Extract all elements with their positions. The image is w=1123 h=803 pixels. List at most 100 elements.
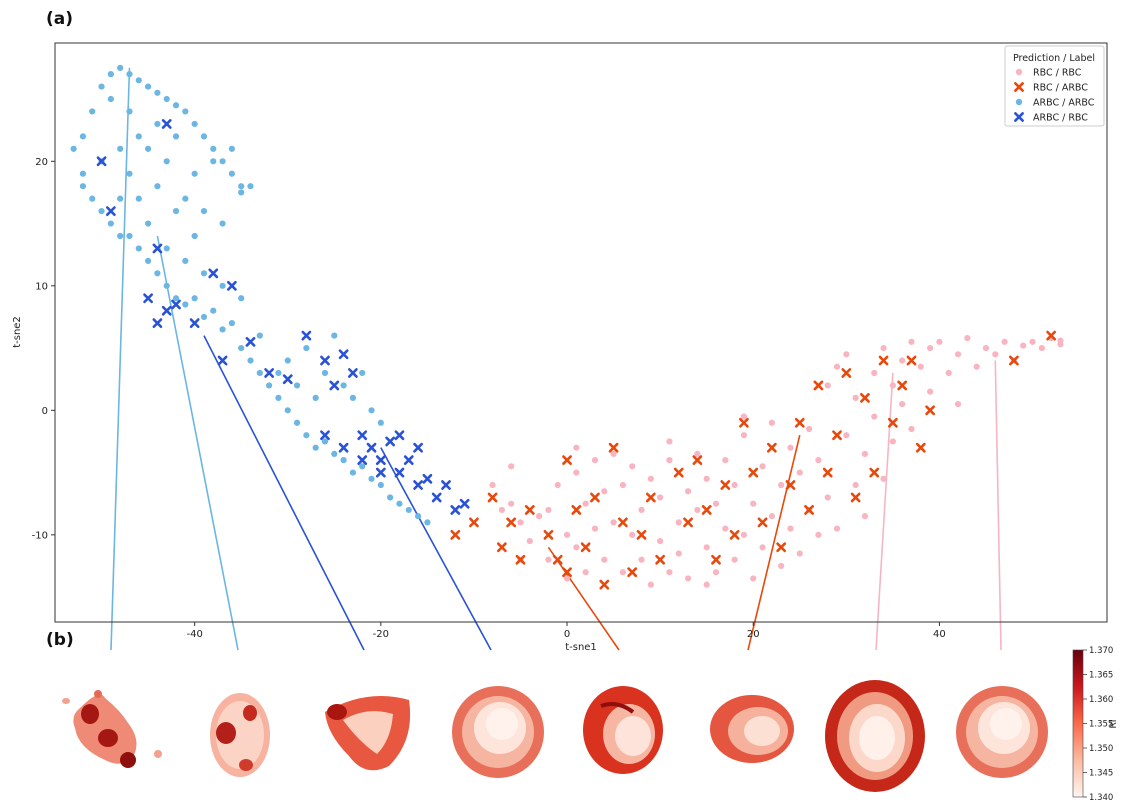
point-arbc-arbc <box>163 158 170 165</box>
point-rbc-arbc <box>1046 330 1057 341</box>
leader-line <box>747 435 801 651</box>
point-rbc-rbc <box>1020 342 1027 349</box>
point-rbc-arbc <box>757 517 768 528</box>
point-arbc-arbc <box>368 475 375 482</box>
point-rbc-arbc <box>785 480 796 490</box>
point-rbc-rbc <box>1029 338 1036 345</box>
legend: Prediction / Label RBC / RBC RBC / ARBC AR… <box>1004 45 1105 127</box>
point-rbc-rbc <box>759 544 766 551</box>
point-arbc-arbc <box>126 170 133 177</box>
y-tick-label: 0 <box>42 406 48 417</box>
point-arbc-arbc <box>238 183 245 190</box>
point-arbc-arbc <box>219 158 226 165</box>
point-rbc-arbc <box>822 467 833 478</box>
point-rbc-rbc <box>601 488 608 495</box>
point-arbc-rbc <box>385 436 396 447</box>
point-arbc-rbc <box>217 355 228 366</box>
point-arbc-rbc <box>459 498 470 509</box>
y-tick-label: 20 <box>35 157 48 168</box>
point-rbc-rbc <box>666 457 673 464</box>
point-rbc-rbc <box>815 457 822 464</box>
point-arbc-arbc <box>79 170 87 177</box>
point-rbc-rbc <box>973 363 980 370</box>
point-rbc-arbc <box>571 505 582 515</box>
point-rbc-rbc <box>889 438 896 445</box>
point-arbc-arbc <box>228 320 235 327</box>
point-arbc-arbc <box>182 301 189 308</box>
point-rbc-rbc <box>675 550 682 557</box>
point-rbc-arbc <box>897 380 908 391</box>
point-rbc-rbc <box>833 363 841 370</box>
point-rbc-rbc <box>601 556 608 563</box>
point-arbc-arbc <box>331 450 338 458</box>
cell-image <box>710 695 794 763</box>
point-rbc-rbc <box>833 525 841 532</box>
point-arbc-arbc <box>98 83 105 90</box>
point-rbc-rbc <box>489 481 496 489</box>
leader-line <box>156 235 239 651</box>
point-rbc-rbc <box>694 506 701 514</box>
colorbar-tick-label: 1.340 <box>1089 793 1113 803</box>
point-rbc-rbc <box>982 344 990 352</box>
point-arbc-arbc <box>377 481 384 489</box>
point-arbc-rbc <box>357 455 368 466</box>
point-rbc-rbc <box>638 506 645 514</box>
point-rbc-arbc <box>552 554 563 565</box>
point-rbc-rbc <box>954 351 962 358</box>
point-rbc-rbc <box>824 494 831 501</box>
point-rbc-arbc <box>804 505 814 515</box>
point-rbc-rbc <box>740 413 748 420</box>
point-arbc-arbc <box>172 102 180 109</box>
point-arbc-arbc <box>70 145 77 152</box>
point-rbc-rbc <box>508 463 515 470</box>
point-rbc-rbc <box>927 388 934 395</box>
point-rbc-rbc <box>545 556 552 563</box>
point-rbc-arbc <box>683 517 693 528</box>
point-rbc-arbc <box>515 554 526 565</box>
point-rbc-rbc <box>545 506 552 514</box>
point-arbc-arbc <box>191 170 198 177</box>
point-arbc-arbc <box>349 394 357 401</box>
point-rbc-arbc <box>915 442 926 453</box>
point-rbc-rbc <box>824 382 831 389</box>
point-arbc-rbc <box>375 467 386 478</box>
point-rbc-rbc <box>815 531 822 538</box>
point-rbc-arbc <box>813 380 824 391</box>
point-arbc-arbc <box>303 344 310 352</box>
point-arbc-arbc <box>238 189 245 196</box>
point-arbc-arbc <box>424 519 431 526</box>
point-rbc-arbc <box>832 430 842 441</box>
point-arbc-arbc <box>182 257 189 265</box>
point-arbc-arbc <box>368 407 375 414</box>
point-rbc-arbc <box>450 529 461 540</box>
point-rbc-rbc <box>731 556 738 563</box>
point-arbc-arbc <box>414 513 422 520</box>
point-rbc-arbc <box>1009 355 1019 366</box>
point-rbc-arbc <box>469 517 479 528</box>
point-rbc-rbc <box>675 519 682 526</box>
colorbar-tick-label: 1.345 <box>1089 769 1113 779</box>
point-arbc-arbc <box>312 394 319 401</box>
colorbar-tick-label: 1.370 <box>1089 646 1113 656</box>
point-arbc-rbc <box>394 467 405 478</box>
point-rbc-rbc <box>1001 338 1008 345</box>
point-arbc-arbc <box>219 220 226 227</box>
point-arbc-rbc <box>441 480 451 490</box>
point-rbc-rbc <box>582 569 589 576</box>
point-arbc-arbc <box>210 158 217 165</box>
point-rbc-arbc <box>878 355 889 366</box>
point-rbc-rbc <box>787 444 794 451</box>
point-arbc-arbc <box>275 369 282 377</box>
point-rbc-arbc <box>590 492 600 503</box>
leader-line <box>110 67 131 651</box>
axes-layer: -40 -20 0 20 40 -10 0 10 20 <box>32 157 946 640</box>
point-arbc-arbc <box>154 120 161 128</box>
point-arbc-rbc <box>338 442 349 453</box>
cell-image <box>62 690 162 768</box>
x-tick-label: -20 <box>373 629 389 640</box>
point-rbc-rbc <box>768 419 775 426</box>
point-arbc-arbc <box>107 71 114 78</box>
point-arbc-arbc <box>144 83 152 90</box>
point-arbc-arbc <box>182 195 189 202</box>
point-rbc-rbc <box>954 400 962 408</box>
